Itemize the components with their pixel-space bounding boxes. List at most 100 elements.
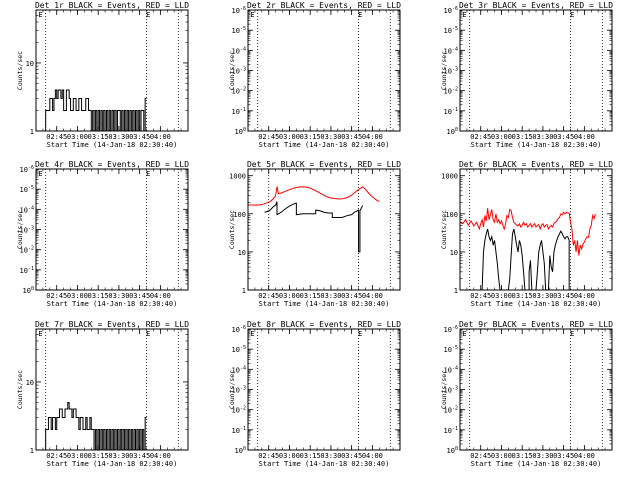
tick-label-base: 10 bbox=[20, 247, 28, 255]
x-tick-label: 03:45 bbox=[129, 292, 150, 300]
x-tick-label: 03:15 bbox=[300, 452, 321, 460]
panel-6: Det 6r BLACK = Events, RED = LLD 1 10 100 10… bbox=[440, 160, 613, 308]
x-tick-label: 02:45 bbox=[258, 292, 279, 300]
series-group bbox=[460, 208, 596, 290]
y-tick-label: 100 bbox=[233, 211, 246, 219]
tick-label-base: 10 bbox=[444, 68, 452, 76]
panel-title: Det 6r BLACK = Events, RED = LLD bbox=[459, 160, 613, 169]
x-tick-label: 03:00 bbox=[67, 452, 88, 460]
y-tick-label: 10-5 bbox=[20, 185, 34, 194]
tick-label-exponent: -1 bbox=[28, 266, 34, 272]
tick-label-base: 10 bbox=[444, 47, 452, 55]
x-tick-label: 02:45 bbox=[46, 133, 67, 141]
tick-label-base: 10 bbox=[444, 346, 452, 354]
panel-title: Det 7r BLACK = Events, RED = LLD bbox=[35, 320, 189, 329]
x-tick-label: 04:00 bbox=[150, 452, 171, 460]
y-tick-label: 10-4 bbox=[232, 365, 246, 374]
tick-label-base: 10 bbox=[232, 47, 240, 55]
tick-label-base: 10 bbox=[232, 407, 240, 415]
plot-frame bbox=[247, 9, 401, 132]
x-tick-label: 03:30 bbox=[108, 133, 129, 141]
tick-label-exponent: -1 bbox=[240, 107, 246, 113]
y-tick-label: 10-1 bbox=[232, 426, 246, 435]
x-axis-label: Start Time (14-Jan-18 02:30:40) bbox=[259, 300, 390, 308]
x-tick-label: 03:15 bbox=[88, 292, 109, 300]
y-tick-label: 10-6 bbox=[444, 325, 458, 334]
tick-label-exponent: -2 bbox=[452, 406, 458, 412]
x-tick-label: 03:15 bbox=[512, 292, 533, 300]
tick-label-exponent: 0 bbox=[455, 446, 458, 452]
tick-label-base: 10 bbox=[232, 68, 240, 76]
x-tick-label: 03:00 bbox=[67, 292, 88, 300]
tick-label-base: 10 bbox=[23, 287, 31, 295]
panel-title: Det 3r BLACK = Events, RED = LLD bbox=[459, 1, 613, 10]
e-marker: E bbox=[38, 330, 42, 338]
x-tick-label: 03:00 bbox=[279, 452, 300, 460]
x-tick-label: 03:30 bbox=[320, 452, 341, 460]
y-tick-label: 1000 bbox=[229, 173, 246, 181]
plot-frame bbox=[459, 9, 613, 132]
series-group bbox=[45, 89, 147, 131]
y-tick-label: 1 bbox=[454, 287, 458, 295]
y-tick-label: 10-4 bbox=[232, 46, 246, 55]
x-tick-label: 03:30 bbox=[108, 292, 129, 300]
tick-label-base: 10 bbox=[444, 427, 452, 435]
tick-label-base: 10 bbox=[444, 7, 452, 15]
lld-series-line bbox=[460, 208, 596, 256]
tick-label-base: 10 bbox=[20, 166, 28, 174]
panel-title: Det 4r BLACK = Events, RED = LLD bbox=[35, 160, 189, 169]
events-series-line bbox=[45, 401, 147, 450]
y-axis-label: Counts/sec bbox=[16, 370, 24, 409]
tick-label-base: 10 bbox=[447, 447, 455, 455]
tick-label-exponent: -3 bbox=[240, 67, 246, 73]
e-marker: E bbox=[146, 170, 150, 178]
x-axis-label: Start Time (14-Jan-18 02:30:40) bbox=[471, 300, 602, 308]
tick-label-base: 10 bbox=[232, 326, 240, 334]
x-axis-label: Start Time (14-Jan-18 02:30:40) bbox=[259, 460, 390, 468]
tick-label-exponent: -5 bbox=[452, 26, 458, 32]
tick-label-base: 10 bbox=[232, 427, 240, 435]
tick-label-exponent: -4 bbox=[240, 365, 246, 371]
x-tick-label: 03:30 bbox=[108, 452, 129, 460]
panel-title: Det 1r BLACK = Events, RED = LLD bbox=[35, 1, 189, 10]
y-tick-label: 10 bbox=[450, 249, 458, 257]
y-axis-label: Counts/sec bbox=[440, 210, 448, 249]
x-tick-label: 03:45 bbox=[129, 133, 150, 141]
e-marker: E bbox=[146, 11, 150, 19]
plot-frame bbox=[247, 328, 401, 451]
e-marker: E bbox=[250, 11, 254, 19]
x-tick-label: 03:15 bbox=[512, 452, 533, 460]
tick-label-exponent: -4 bbox=[452, 365, 458, 371]
tick-label-base: 10 bbox=[232, 27, 240, 35]
tick-label-exponent: -2 bbox=[240, 87, 246, 93]
y-axis-label: Counts/sec bbox=[16, 51, 24, 90]
x-tick-label: 03:30 bbox=[532, 133, 553, 141]
x-tick-label: 02:45 bbox=[470, 133, 491, 141]
x-tick-label: 02:45 bbox=[46, 292, 67, 300]
x-axis-label: Start Time (14-Jan-18 02:30:40) bbox=[47, 141, 178, 149]
panel-title: Det 5r BLACK = Events, RED = LLD bbox=[247, 160, 401, 169]
tick-label-base: 10 bbox=[20, 227, 28, 235]
y-tick-label: 10-6 bbox=[232, 6, 246, 15]
y-tick-label: 10-3 bbox=[444, 386, 458, 395]
tick-label-base: 10 bbox=[232, 108, 240, 116]
x-tick-label: 03:00 bbox=[491, 133, 512, 141]
tick-label-exponent: -5 bbox=[28, 185, 34, 191]
tick-label-base: 10 bbox=[232, 88, 240, 96]
tick-label-base: 10 bbox=[235, 447, 243, 455]
panel-title: Det 2r BLACK = Events, RED = LLD bbox=[247, 1, 401, 10]
x-tick-label: 03:45 bbox=[553, 452, 574, 460]
y-tick-label: 10-2 bbox=[232, 406, 246, 415]
y-tick-label: 10-5 bbox=[232, 26, 246, 35]
plot-frame bbox=[247, 168, 401, 291]
e-marker: E bbox=[38, 170, 42, 178]
tick-label-base: 10 bbox=[444, 366, 452, 374]
x-axis-label: Start Time (14-Jan-18 02:30:40) bbox=[471, 141, 602, 149]
y-tick-label: 10 bbox=[238, 249, 246, 257]
y-tick-label: 10-3 bbox=[232, 386, 246, 395]
x-tick-label: 04:00 bbox=[574, 133, 595, 141]
x-tick-label: 02:45 bbox=[258, 452, 279, 460]
x-tick-label: 03:45 bbox=[341, 133, 362, 141]
